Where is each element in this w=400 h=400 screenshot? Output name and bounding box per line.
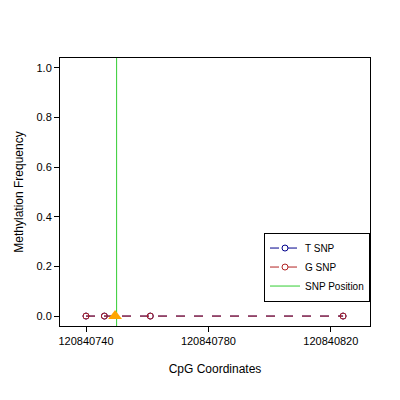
svg-text:120840820: 120840820 [303, 335, 358, 347]
svg-text:1.0: 1.0 [37, 62, 52, 74]
svg-text:T SNP: T SNP [305, 243, 335, 254]
svg-text:G SNP: G SNP [305, 262, 336, 273]
svg-text:CpG Coordinates: CpG Coordinates [169, 362, 262, 376]
svg-text:0.0: 0.0 [37, 310, 52, 322]
svg-text:120840780: 120840780 [181, 335, 236, 347]
svg-text:0.2: 0.2 [37, 260, 52, 272]
svg-text:Methylation Frequency: Methylation Frequency [12, 131, 26, 252]
svg-text:0.6: 0.6 [37, 161, 52, 173]
svg-text:120840740: 120840740 [58, 335, 113, 347]
svg-text:0.8: 0.8 [37, 111, 52, 123]
svg-text:0.4: 0.4 [37, 211, 52, 223]
svg-text:SNP Position: SNP Position [305, 281, 364, 292]
